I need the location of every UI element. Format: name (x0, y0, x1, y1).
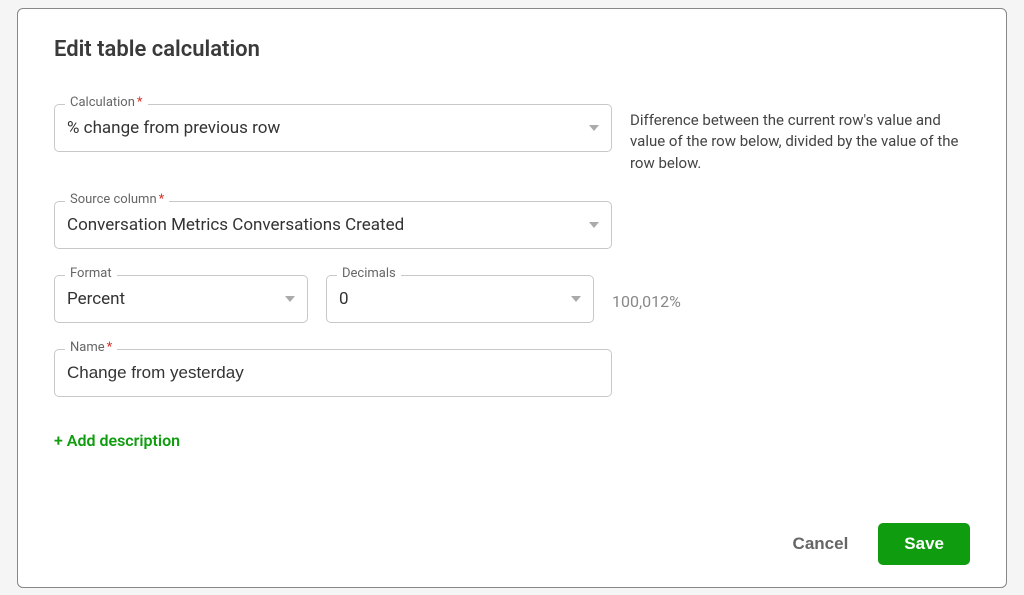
decimals-label: Decimals (337, 267, 401, 280)
modal-footer: Cancel Save (54, 523, 970, 565)
name-label: Name* (65, 341, 117, 354)
required-mark: * (137, 95, 143, 110)
required-mark: * (107, 340, 113, 355)
add-description-button[interactable]: + Add description (54, 431, 180, 450)
format-select[interactable]: Format Percent (54, 275, 308, 323)
chevron-down-icon (571, 296, 581, 302)
calculation-select[interactable]: Calculation* % change from previous row (54, 104, 612, 152)
save-button[interactable]: Save (878, 523, 970, 565)
chevron-down-icon (589, 125, 599, 131)
name-field-container: Name* (54, 349, 612, 397)
decimals-value: 0 (339, 289, 349, 309)
edit-table-calculation-modal: Edit table calculation Calculation* % ch… (17, 8, 1007, 588)
chevron-down-icon (589, 222, 599, 228)
calculation-help-text: Difference between the current row's val… (630, 104, 970, 175)
format-row: Format Percent Decimals 0 100,012% (54, 275, 970, 323)
source-label: Source column* (65, 193, 169, 206)
format-value: Percent (67, 289, 125, 309)
name-row: Name* (54, 349, 970, 397)
name-input[interactable] (67, 363, 599, 383)
source-label-text: Source column (70, 192, 157, 207)
form-body: Calculation* % change from previous row … (54, 104, 970, 523)
name-label-text: Name (70, 340, 105, 355)
calculation-label: Calculation* (65, 96, 148, 109)
calculation-label-text: Calculation (70, 95, 135, 110)
cancel-button[interactable]: Cancel (787, 526, 855, 562)
format-preview: 100,012% (612, 286, 681, 311)
source-value: Conversation Metrics Conversations Creat… (67, 215, 404, 235)
source-row: Source column* Conversation Metrics Conv… (54, 201, 970, 249)
calculation-row: Calculation* % change from previous row … (54, 104, 970, 175)
chevron-down-icon (285, 296, 295, 302)
decimals-select[interactable]: Decimals 0 (326, 275, 594, 323)
source-column-select[interactable]: Source column* Conversation Metrics Conv… (54, 201, 612, 249)
modal-title: Edit table calculation (54, 37, 970, 62)
required-mark: * (159, 192, 165, 207)
calculation-value: % change from previous row (67, 118, 280, 138)
format-label: Format (65, 267, 117, 280)
